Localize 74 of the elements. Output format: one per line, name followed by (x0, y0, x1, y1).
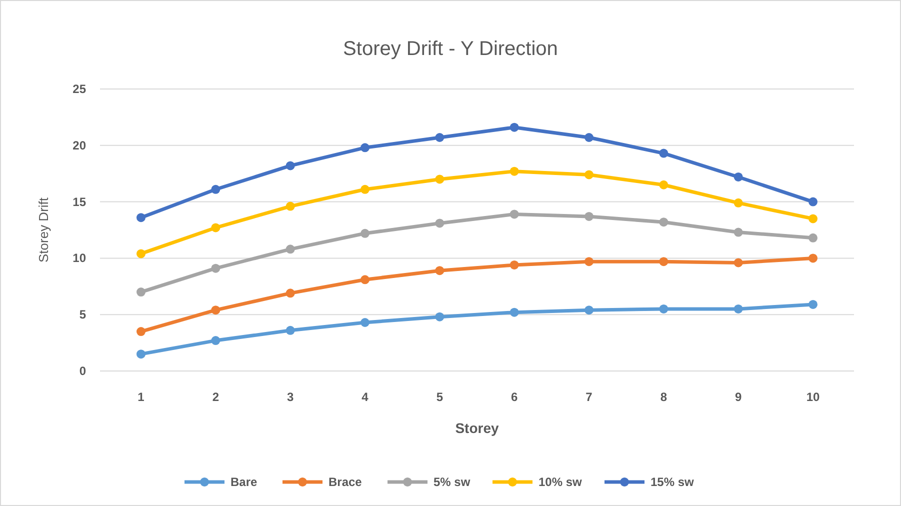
point (136, 288, 146, 297)
point (136, 327, 146, 336)
point (211, 306, 220, 315)
point (510, 122, 519, 132)
point (584, 133, 594, 142)
point (360, 228, 370, 238)
x-tick-label: 4 (362, 390, 369, 404)
point (360, 184, 370, 194)
point (211, 223, 220, 232)
point (286, 202, 295, 211)
point (734, 172, 743, 182)
point (360, 318, 370, 327)
y-tick-label: 10 (72, 251, 86, 266)
point (584, 212, 594, 221)
point (808, 214, 818, 224)
point (136, 350, 146, 359)
x-tick-label: 7 (586, 390, 593, 404)
point (286, 244, 295, 254)
point (659, 257, 668, 266)
point (510, 308, 519, 317)
legend-label: Brace (328, 475, 362, 489)
point (286, 326, 295, 335)
point (584, 257, 594, 266)
point (734, 304, 743, 314)
y-axis-title: Storey Drift (36, 197, 51, 263)
y-tick-label: 20 (72, 138, 86, 152)
point (734, 228, 743, 237)
y-tick-label: 15 (72, 194, 86, 209)
legend-label: 15% sw (650, 475, 695, 489)
point (808, 197, 818, 206)
point (510, 260, 519, 270)
point (808, 254, 818, 263)
y-tick-label: 25 (72, 82, 86, 96)
point (659, 218, 668, 227)
x-axis-title: Storey (455, 420, 499, 436)
point (136, 249, 146, 258)
point (211, 336, 220, 346)
point (435, 312, 444, 322)
point (360, 275, 370, 284)
x-tick-label: 2 (212, 390, 220, 404)
point (659, 180, 668, 190)
point (510, 166, 519, 176)
x-tick-label: 9 (734, 390, 742, 404)
point (584, 306, 594, 315)
point (808, 300, 818, 309)
y-tick-label: 0 (79, 364, 86, 378)
legend-label: 10% sw (538, 475, 583, 489)
point (286, 288, 295, 298)
point (360, 143, 370, 152)
point (510, 210, 519, 219)
legend-label: Bare (230, 475, 258, 489)
chart-title: Storey Drift - Y Direction (343, 38, 558, 60)
point (734, 258, 743, 268)
point (435, 218, 444, 228)
point (435, 266, 444, 276)
y-tick-label: 5 (79, 308, 86, 322)
point (136, 213, 146, 222)
x-tick-label: 10 (806, 390, 820, 404)
x-tick-label: 1 (138, 390, 145, 404)
point (435, 133, 444, 142)
point (435, 174, 444, 184)
x-tick-label: 6 (510, 390, 518, 404)
x-tick-label: 8 (660, 390, 668, 404)
point (211, 184, 220, 194)
point (286, 161, 295, 170)
point (734, 198, 743, 208)
x-tick-label: 3 (286, 390, 294, 404)
point (211, 264, 220, 273)
point (584, 170, 594, 180)
legend-label: 5% sw (434, 475, 471, 489)
x-tick-label: 5 (436, 390, 444, 404)
point (808, 233, 818, 242)
point (659, 148, 668, 158)
point (659, 304, 668, 314)
